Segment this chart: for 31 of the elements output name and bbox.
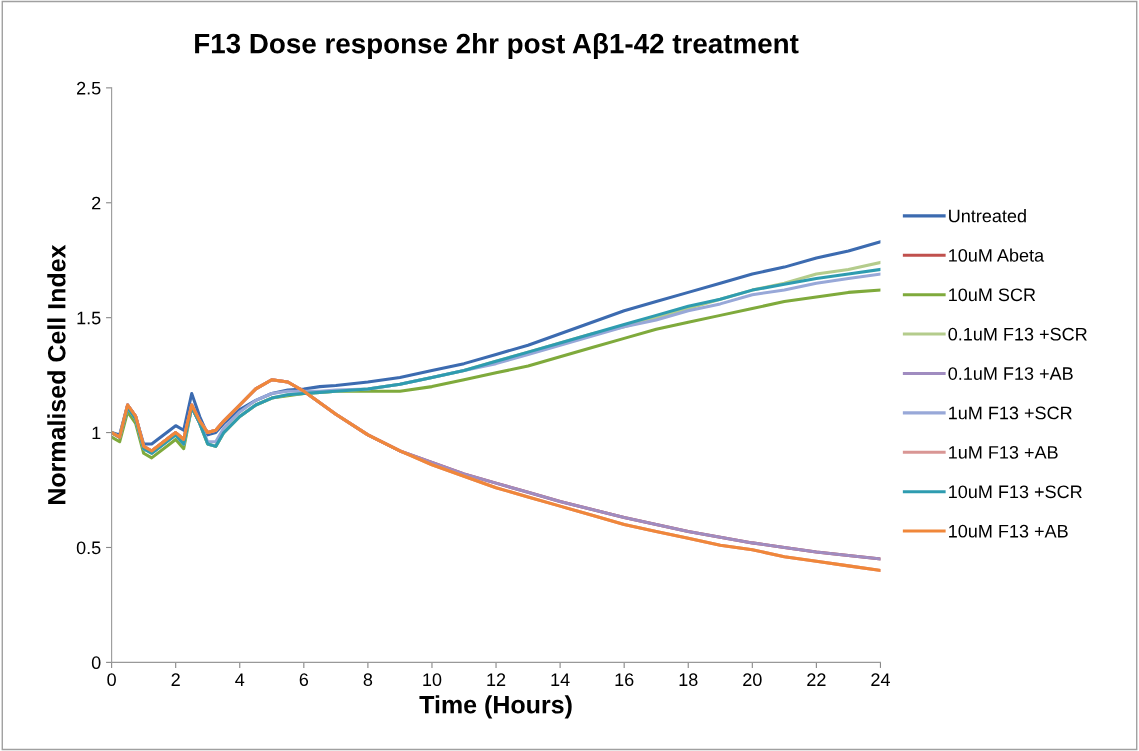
y-tick-label: 0.5 — [76, 541, 101, 555]
y-axis-title: Normalised Cell Index — [47, 244, 66, 505]
y-tick-label: 0 — [91, 656, 101, 670]
x-tick-label: 0 — [107, 673, 116, 687]
x-tick-label: 20 — [743, 673, 762, 687]
x-tick-label: 24 — [871, 673, 890, 686]
legend-label: 0.1uM F13 +AB — [948, 367, 1073, 380]
legend-label: 10uM SCR — [949, 288, 1036, 302]
y-tick-label: 2.5 — [77, 81, 101, 95]
legend-label: Untreated — [949, 209, 1026, 223]
x-axis-title: Time (Hours) — [419, 695, 572, 719]
y-tick-label: 2 — [92, 196, 101, 210]
legend-label: 10uM Abeta — [949, 248, 1045, 262]
legend-label: 0.1uM F13 +SCR — [948, 327, 1087, 341]
x-tick-label: 12 — [487, 673, 506, 686]
legend-label: 10uM F13 +AB — [949, 524, 1068, 538]
x-tick-label: 6 — [299, 673, 309, 687]
legend-label: 1uM F13 +SCR — [949, 406, 1072, 420]
y-tick-label: 1 — [92, 426, 101, 440]
x-tick-label: 10 — [423, 673, 442, 687]
x-tick-label: 4 — [235, 673, 245, 686]
x-tick-label: 14 — [551, 673, 570, 686]
x-tick-label: 2 — [171, 673, 180, 686]
chart-title: F13 Dose response 2hr post Aβ1-42 treatment — [195, 33, 799, 59]
legend-label: 1uM F13 +AB — [949, 445, 1058, 459]
x-tick-label: 16 — [615, 673, 634, 687]
x-tick-label: 8 — [363, 673, 373, 687]
legend-label: 10uM F13 +SCR — [949, 485, 1082, 499]
x-tick-label: 18 — [679, 673, 698, 687]
y-tick-label: 1.5 — [77, 311, 101, 325]
x-tick-label: 22 — [807, 673, 826, 686]
